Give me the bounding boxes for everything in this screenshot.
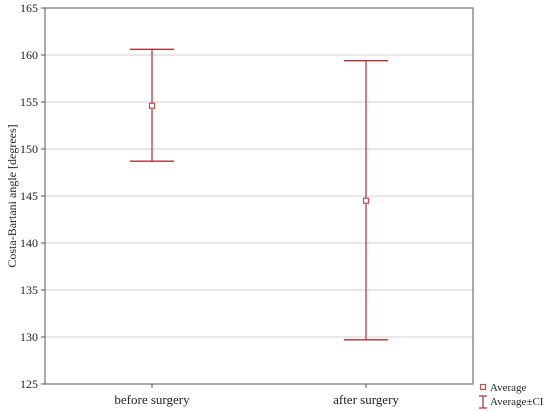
- grid-lines: [45, 54, 473, 338]
- x-tick-label: after surgery: [333, 392, 399, 407]
- legend-ci-label: Average±CI: [490, 396, 544, 408]
- x-tick-label: before surgery: [114, 392, 190, 407]
- x-axis-ticks: before surgery after surgery: [114, 384, 399, 407]
- y-axis-label: Costa-Bartani angle [degrees]: [5, 124, 19, 267]
- y-tick-label: 150: [20, 142, 38, 156]
- legend-average-marker: [479, 383, 487, 391]
- legend: Average Average±CI: [479, 382, 544, 409]
- y-tick-label: 140: [20, 236, 38, 250]
- y-tick-label: 160: [20, 48, 38, 62]
- y-tick-label: 125: [20, 377, 38, 391]
- average-marker: [362, 197, 370, 204]
- y-tick-label: 155: [20, 95, 38, 109]
- y-axis-ticks: 125 130 135 140 145 150 155 160 165: [20, 1, 45, 391]
- y-tick-label: 130: [20, 330, 38, 344]
- y-tick-label: 135: [20, 283, 38, 297]
- series: [130, 48, 388, 341]
- y-tick-label: 145: [20, 189, 38, 203]
- legend-ci-symbol: [479, 395, 487, 409]
- legend-average-label: Average: [490, 382, 527, 394]
- average-marker: [148, 102, 156, 109]
- y-tick-label: 165: [20, 1, 38, 15]
